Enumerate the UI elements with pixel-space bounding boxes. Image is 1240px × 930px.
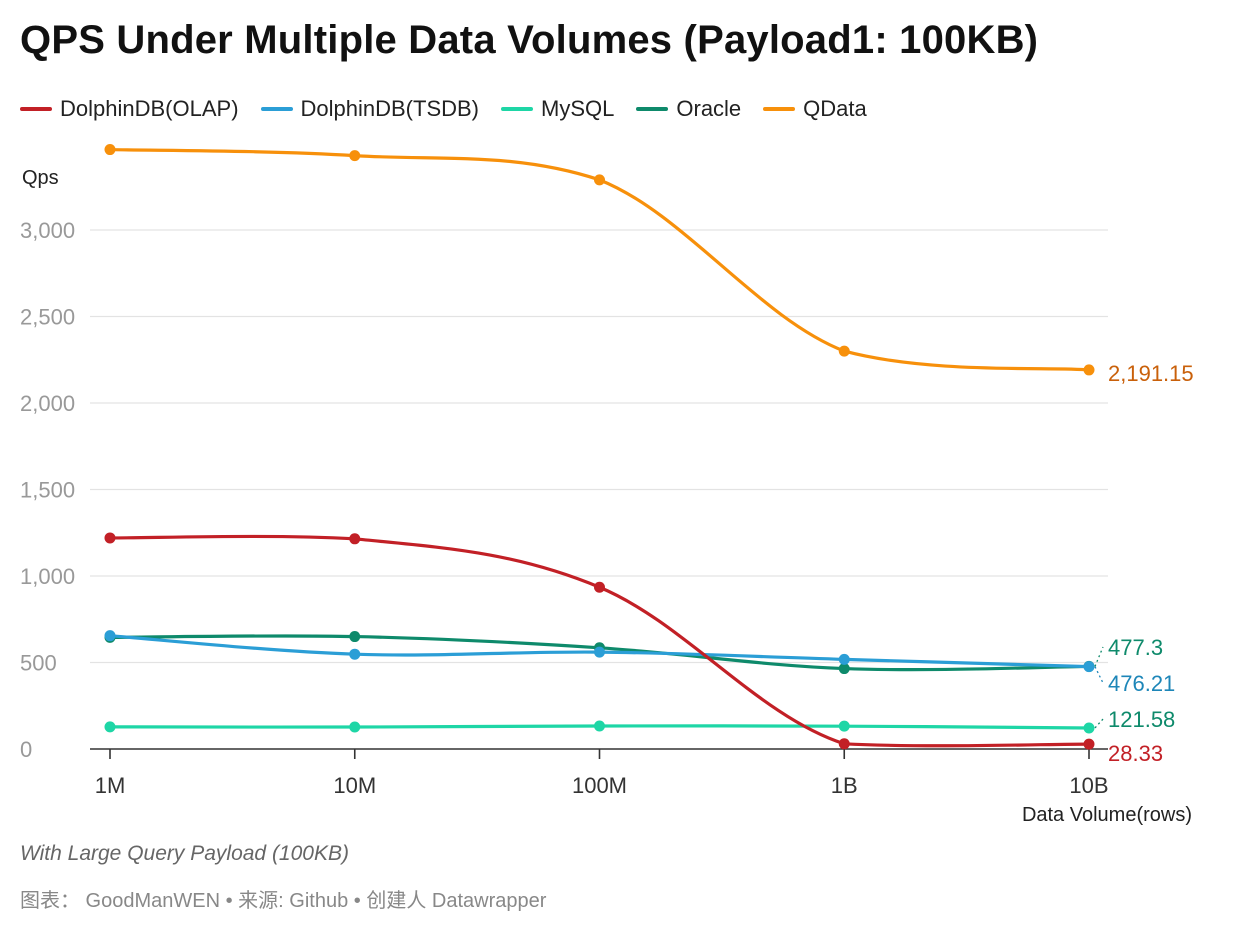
data-point-qdata — [104, 144, 116, 156]
y-tick-label: 1,000 — [20, 564, 75, 589]
data-point-dolphindb-olap — [1083, 738, 1095, 750]
line-chart: 0 500 1,000 1,500 2,000 2,500 3,000 1M 10M 100M 1B… — [20, 144, 1194, 798]
data-point-mysql — [594, 720, 605, 732]
data-point-mysql — [104, 721, 116, 733]
legend-swatch — [501, 107, 534, 111]
legend-item-qdata: QData — [763, 96, 867, 122]
data-point-oracle — [838, 663, 850, 675]
label-leader-line — [1094, 718, 1104, 729]
end-label-mysql: 121.58 — [1108, 707, 1175, 732]
data-point-qdata — [838, 345, 850, 357]
end-label-qdata: 2,191.15 — [1108, 361, 1194, 386]
y-tick-label: 1,500 — [20, 478, 75, 503]
data-point-dolphindb-tsdb — [594, 646, 605, 658]
chart-footer: 图表： GoodManWEN • 来源: Github • 创建人 Datawr… — [20, 890, 547, 912]
x-tick-label: 1M — [95, 773, 126, 798]
series-line-dolphindb-olap — [108, 534, 1091, 748]
data-point-dolphindb-tsdb — [838, 653, 850, 665]
legend-item-dolphindb-olap: DolphinDB(OLAP) — [20, 96, 239, 122]
legend-swatch — [260, 107, 293, 111]
data-point-dolphindb-tsdb — [1083, 661, 1095, 673]
data-point-dolphindb-olap — [104, 532, 116, 544]
x-axis-label: Data Volume(rows) — [1021, 804, 1192, 826]
chart-title: QPS Under Multiple Data Volumes (Payload… — [20, 18, 1039, 62]
legend-label: MySQL — [541, 96, 615, 121]
data-point-qdata — [594, 174, 605, 186]
legend-item-dolphindb-tsdb: DolphinDB(TSDB) — [260, 96, 480, 122]
data-point-dolphindb-olap — [838, 738, 850, 750]
y-tick-label: 2,500 — [20, 305, 75, 330]
end-label-dolphindb-tsdb: 476.21 — [1108, 671, 1175, 696]
x-tick-label: 1B — [831, 773, 858, 798]
data-point-qdata — [1083, 364, 1095, 376]
end-label-oracle: 477.3 — [1108, 635, 1163, 660]
data-point-mysql — [838, 720, 850, 732]
data-point-dolphindb-olap — [349, 533, 361, 545]
data-point-dolphindb-tsdb — [349, 648, 361, 660]
y-tick-label: 3,000 — [20, 218, 75, 243]
x-tick-label: 10B — [1069, 773, 1108, 798]
data-point-dolphindb-tsdb — [104, 630, 116, 642]
x-tick-label: 10M — [333, 773, 376, 798]
y-tick-label: 500 — [20, 651, 57, 676]
label-leader-line — [1094, 646, 1104, 667]
y-axis-label: Qps — [22, 167, 59, 189]
end-label-dolphindb-olap: 28.33 — [1108, 741, 1163, 766]
legend-label: Oracle — [676, 96, 742, 121]
data-point-qdata — [349, 150, 361, 162]
legend-item-mysql: MySQL — [501, 96, 614, 122]
legend-label: DolphinDB(TSDB) — [300, 96, 480, 121]
chart-notes: With Large Query Payload (100KB) — [20, 842, 349, 865]
y-tick-label: 0 — [20, 737, 32, 762]
legend-swatch — [636, 107, 669, 111]
legend-item-oracle: Oracle — [636, 96, 741, 122]
data-point-oracle — [349, 631, 361, 643]
legend-label: QData — [803, 96, 867, 121]
y-tick-label: 2,000 — [20, 391, 75, 416]
data-point-dolphindb-olap — [594, 581, 605, 593]
legend-swatch — [20, 107, 52, 111]
data-point-mysql — [349, 721, 361, 733]
legend-label: DolphinDB(OLAP) — [60, 96, 239, 121]
legend-swatch — [763, 107, 796, 111]
data-point-mysql — [1083, 722, 1095, 734]
label-leader-line — [1094, 666, 1104, 684]
x-tick-label: 100M — [572, 773, 627, 798]
legend: DolphinDB(OLAP) DolphinDB(TSDB) MySQL Oracl… — [20, 96, 867, 122]
